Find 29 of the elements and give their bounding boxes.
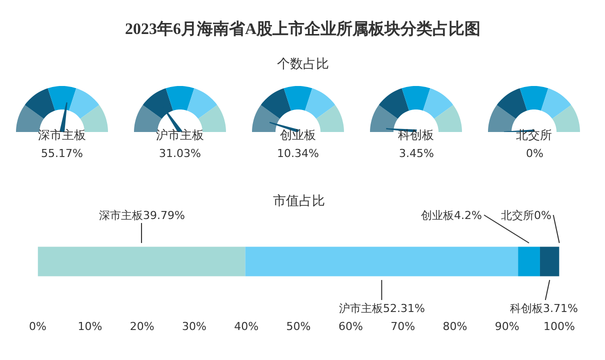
- text: 个数占比: [277, 57, 329, 72]
- category-label: 创业板: [280, 128, 316, 142]
- x-tick-label: 10%: [78, 320, 102, 333]
- category-label: 深市主板: [38, 128, 86, 142]
- x-tick-label: 60%: [338, 320, 363, 333]
- text: 创业板4.2%: [421, 209, 482, 222]
- data-label: 3.45%: [399, 147, 434, 160]
- data-label: 31.03%: [159, 147, 201, 160]
- category-label: 科创板: [398, 128, 434, 142]
- text: 2023年6月海南省A股上市企业所属板块分类占比图: [125, 20, 481, 38]
- x-tick-label: 80%: [442, 320, 468, 333]
- category-label: 北交所: [516, 128, 552, 142]
- data-label: 55.17%: [41, 147, 83, 160]
- x-tick-label: 0%: [29, 320, 46, 333]
- x-tick-label: 90%: [494, 320, 520, 333]
- text: 北交所0%: [501, 209, 552, 222]
- x-tick-label: 30%: [182, 320, 206, 333]
- x-tick-label: 70%: [390, 320, 416, 333]
- text: 科创板3.71%: [510, 302, 578, 315]
- data-label: 0%: [526, 147, 544, 160]
- x-tick-label: 50%: [286, 320, 311, 333]
- x-tick-label: 100%: [544, 320, 576, 333]
- text: 深市主板39.79%: [99, 209, 185, 222]
- data-label: 10.34%: [277, 147, 319, 160]
- x-tick-label: 40%: [234, 320, 259, 333]
- text: 沪市主板52.31%: [339, 302, 425, 315]
- x-tick-label: 20%: [130, 320, 154, 333]
- category-label: 沪市主板: [156, 128, 204, 142]
- chart-subtitle: 市值占比: [273, 194, 325, 209]
